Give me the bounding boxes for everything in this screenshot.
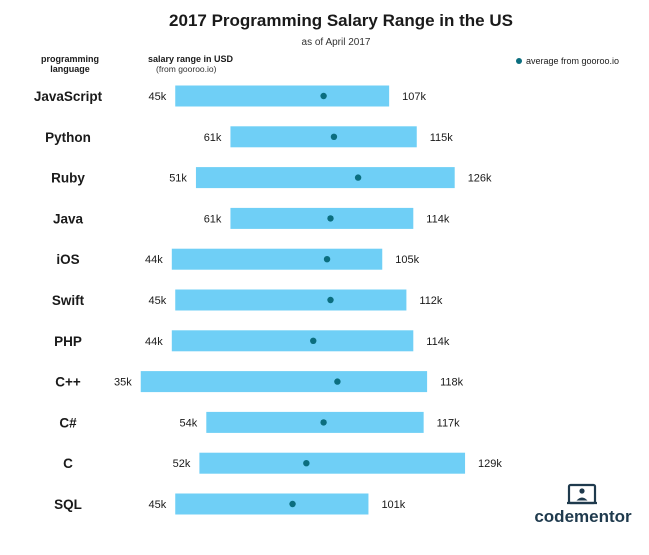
max-salary-label: 112k — [419, 295, 443, 307]
min-salary-label: 35k — [114, 377, 132, 389]
column-header-range-line2: (from gooroo.io) — [156, 64, 217, 74]
chart-row: SQL 45k 101k — [54, 493, 406, 515]
chart-row: PHP 44k 114k — [54, 330, 450, 352]
salary-range-bar — [171, 330, 414, 352]
language-label: JavaScript — [34, 89, 103, 104]
chart-row: C 52k 129k — [63, 452, 502, 474]
min-salary-label: 45k — [149, 499, 167, 511]
language-label: SQL — [54, 497, 82, 512]
max-salary-label: 107k — [402, 91, 426, 103]
column-header-range: salary range in USD (from gooroo.io) — [148, 54, 234, 74]
salary-range-bar — [230, 207, 414, 229]
column-header-language: programming language — [41, 54, 99, 74]
brand-name: codementor — [534, 507, 632, 526]
language-label: PHP — [54, 334, 82, 349]
max-salary-label: 115k — [430, 132, 454, 144]
average-marker — [320, 92, 327, 100]
average-marker — [320, 419, 327, 426]
min-salary-label: 44k — [145, 336, 163, 348]
min-salary-label: 45k — [149, 295, 167, 307]
column-header-language-line2: language — [50, 64, 90, 74]
average-marker — [334, 378, 341, 385]
salary-range-bar — [171, 248, 383, 270]
salary-range-bar — [199, 452, 466, 474]
chart-row: iOS 44k 105k — [56, 248, 420, 270]
salary-range-bar — [195, 167, 455, 189]
max-salary-label: 114k — [426, 336, 450, 348]
salary-range-bar — [206, 411, 424, 433]
min-salary-label: 61k — [204, 132, 222, 144]
language-label: C# — [59, 415, 77, 430]
legend: average from gooroo.io — [516, 56, 619, 66]
salary-range-bar — [175, 85, 390, 107]
language-label: Ruby — [51, 171, 85, 186]
presenter-screen-icon — [567, 483, 597, 505]
brand-logo: codementor — [534, 483, 632, 526]
min-salary-label: 54k — [180, 417, 198, 429]
min-salary-label: 52k — [173, 458, 191, 470]
salary-range-bar — [230, 126, 417, 148]
average-marker — [330, 133, 338, 140]
average-marker — [327, 296, 334, 304]
chart-row: Java 61k 114k — [53, 207, 450, 229]
average-marker — [310, 337, 317, 344]
language-label: Java — [53, 211, 84, 226]
average-marker — [354, 174, 362, 181]
chart-row: JavaScript 45k 107k — [34, 85, 427, 107]
max-salary-label: 101k — [381, 499, 405, 511]
max-salary-label: 118k — [440, 377, 464, 389]
language-label: C++ — [55, 375, 81, 390]
chart-row: Python 61k 115k — [45, 126, 454, 148]
salary-range-bar — [175, 289, 407, 311]
average-marker — [289, 500, 296, 508]
chart-title: 2017 Programming Salary Range in the US — [169, 11, 513, 30]
max-salary-label: 126k — [468, 173, 492, 185]
language-label: Swift — [52, 293, 85, 308]
max-salary-label: 105k — [395, 254, 419, 266]
chart-row: Swift 45k 112k — [52, 289, 443, 311]
legend-average-marker — [516, 58, 522, 64]
salary-range-bar — [140, 371, 428, 393]
min-salary-label: 51k — [169, 173, 187, 185]
column-header-language-line1: programming — [41, 54, 99, 64]
min-salary-label: 61k — [204, 213, 222, 225]
chart-rows: JavaScript 45k 107k Python 61k 115k Ruby 51k 126… — [34, 85, 502, 515]
chart-row: C++ 35k 118k — [55, 371, 464, 393]
min-salary-label: 44k — [145, 254, 163, 266]
language-label: iOS — [56, 252, 79, 267]
legend-average-label: average from gooroo.io — [526, 56, 619, 66]
chart-row: C# 54k 117k — [59, 411, 461, 433]
salary-range-bar — [175, 493, 369, 515]
max-salary-label: 114k — [426, 213, 450, 225]
max-salary-label: 117k — [437, 417, 461, 429]
chart-row: Ruby 51k 126k — [51, 167, 492, 189]
average-marker — [327, 215, 334, 222]
max-salary-label: 129k — [478, 458, 502, 470]
average-marker — [303, 460, 310, 467]
min-salary-label: 45k — [149, 91, 167, 103]
chart-subtitle: as of April 2017 — [302, 37, 371, 48]
language-label: Python — [45, 130, 91, 145]
column-header-range-line1: salary range in USD — [148, 54, 234, 64]
average-marker — [323, 256, 331, 263]
language-label: C — [63, 456, 73, 471]
